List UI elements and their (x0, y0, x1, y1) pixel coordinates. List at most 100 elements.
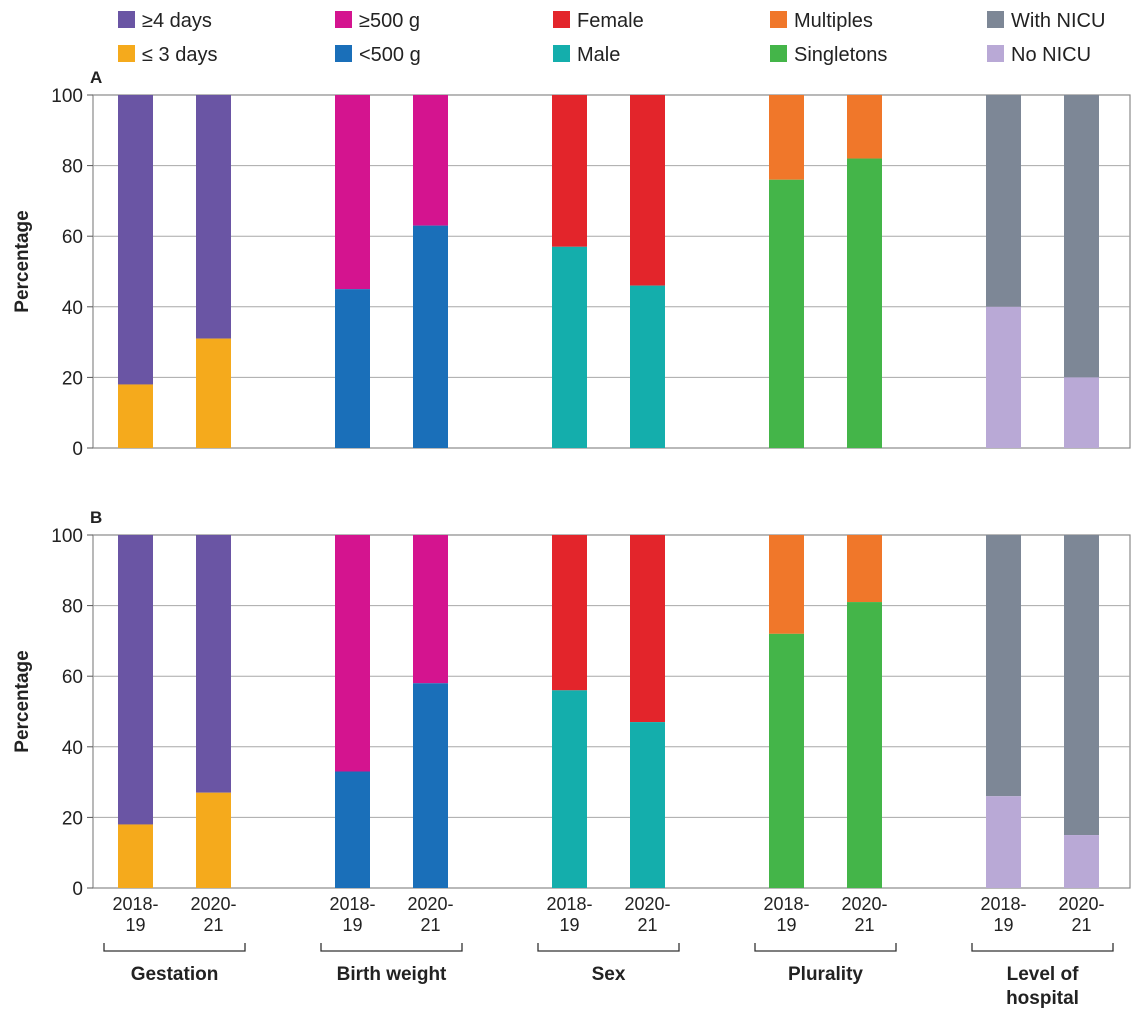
bar-segment-singletons (847, 602, 882, 888)
legend-label: Male (577, 44, 620, 66)
x-category-label: 2020- (1058, 894, 1104, 914)
bar-plurality-1 (847, 535, 882, 888)
bar-segment-3-days (196, 338, 231, 448)
bar-sex-0 (552, 535, 587, 888)
x-category-label: 2018- (329, 894, 375, 914)
bar-segment-female (552, 95, 587, 247)
bar-sex-1 (630, 95, 665, 448)
legend-swatch (770, 45, 787, 62)
bar-segment-singletons (847, 158, 882, 449)
x-category-label: 2018- (546, 894, 592, 914)
bar-segment-multiples (769, 95, 804, 180)
x-group-birth-weight: 2018-19 2020-21 Birth weight (320, 894, 463, 985)
legend-label: <500 g (359, 44, 421, 66)
y-tick-label: 20 (62, 368, 83, 389)
x-category-label: 21 (854, 915, 874, 935)
y-tick-label: 60 (62, 227, 83, 248)
y-tick-label: 40 (62, 738, 83, 759)
legend-swatch (553, 45, 570, 62)
bar-gestation-1 (196, 535, 231, 888)
y-axis-title: Percentage (12, 210, 33, 312)
legend: ≥4 days ≥500 g Female Multiples With NICU ≤ 3… (118, 10, 1105, 66)
group-label: Sex (592, 964, 626, 985)
bar-sex-1 (630, 535, 665, 888)
bar-segment-no-nicu (1064, 835, 1099, 888)
bar-segment-multiples (769, 535, 804, 634)
legend-item-500-g: <500 g (335, 44, 421, 66)
x-category-label: 2020- (190, 894, 236, 914)
bar-segment-500-g (413, 683, 448, 888)
panel-a: 0 20 40 60 80 100 Percentage A (12, 68, 1131, 460)
group-label: Gestation (131, 964, 219, 985)
legend-swatch (987, 45, 1004, 62)
bar-plurality-1 (847, 95, 882, 449)
group-label: hospital (1006, 988, 1079, 1009)
bar-plurality-0 (769, 535, 804, 888)
legend-swatch (553, 11, 570, 28)
x-category-label: 2020- (407, 894, 453, 914)
bar-segment-male (552, 246, 587, 448)
bar-level-of-hospital-0 (986, 535, 1021, 888)
x-category-label: 2020- (624, 894, 670, 914)
legend-label: With NICU (1011, 10, 1105, 32)
bar-segment-with-nicu (986, 95, 1021, 307)
bar-gestation-1 (196, 95, 231, 448)
x-category-label: 2020- (841, 894, 887, 914)
bar-sex-0 (552, 95, 587, 448)
group-label: Birth weight (337, 964, 447, 985)
x-category-label: 2018- (763, 894, 809, 914)
bar-segment-with-nicu (1064, 95, 1099, 378)
x-category-label: 19 (776, 915, 796, 935)
legend-label: ≤ 3 days (142, 44, 217, 66)
panel-label: A (90, 68, 102, 87)
x-category-label: 21 (1071, 915, 1091, 935)
bar-segment-no-nicu (986, 306, 1021, 448)
bar-segment-500-g (413, 535, 448, 684)
bar-level-of-hospital-0 (986, 95, 1021, 448)
bar-segment-male (630, 285, 665, 448)
legend-item-male: Male (553, 44, 620, 66)
x-group-plurality: 2018-19 2020-21 Plurality (754, 894, 897, 985)
legend-item-multiples: Multiples (770, 10, 873, 32)
legend-swatch (770, 11, 787, 28)
x-category-label: 19 (993, 915, 1013, 935)
x-category-label: 19 (559, 915, 579, 935)
bar-segment-500-g (335, 95, 370, 290)
bar-birth-weight-1 (413, 95, 448, 448)
legend-swatch (118, 45, 135, 62)
legend-swatch (335, 45, 352, 62)
legend-label: ≥500 g (359, 10, 420, 32)
y-tick-label: 80 (62, 597, 83, 618)
plot-frame (92, 94, 1131, 449)
x-category-label: 21 (420, 915, 440, 935)
group-label: Plurality (788, 964, 863, 985)
legend-item-500-g: ≥500 g (335, 10, 420, 32)
legend-label: Singletons (794, 44, 887, 66)
legend-swatch (118, 11, 135, 28)
bar-level-of-hospital-1 (1064, 95, 1099, 448)
bar-segment-4-days (196, 535, 231, 793)
bar-segment-4-days (196, 95, 231, 339)
bar-segment-500-g (413, 225, 448, 448)
bar-segment-500-g (335, 289, 370, 448)
legend-label: ≥4 days (142, 10, 212, 32)
bar-segment-4-days (118, 95, 153, 385)
x-category-label: 21 (203, 915, 223, 935)
y-tick-label: 100 (51, 86, 83, 107)
bar-birth-weight-0 (335, 535, 370, 888)
bar-birth-weight-1 (413, 535, 448, 888)
group-bracket (103, 943, 246, 952)
bar-segment-singletons (769, 179, 804, 448)
bar-segment-500-g (335, 771, 370, 888)
bar-segment-3-days (118, 824, 153, 888)
panel-label: B (90, 508, 102, 527)
legend-item-with-nicu: With NICU (987, 10, 1105, 32)
legend-item-singletons: Singletons (770, 44, 887, 66)
bar-segment-female (630, 95, 665, 286)
bar-segment-female (552, 535, 587, 691)
legend-item-female: Female (553, 10, 644, 32)
y-tick-label: 20 (62, 808, 83, 829)
legend-label: Female (577, 10, 644, 32)
x-group-level-of-hospital: 2018-19 2020-21 Level of hospital (971, 894, 1114, 1009)
